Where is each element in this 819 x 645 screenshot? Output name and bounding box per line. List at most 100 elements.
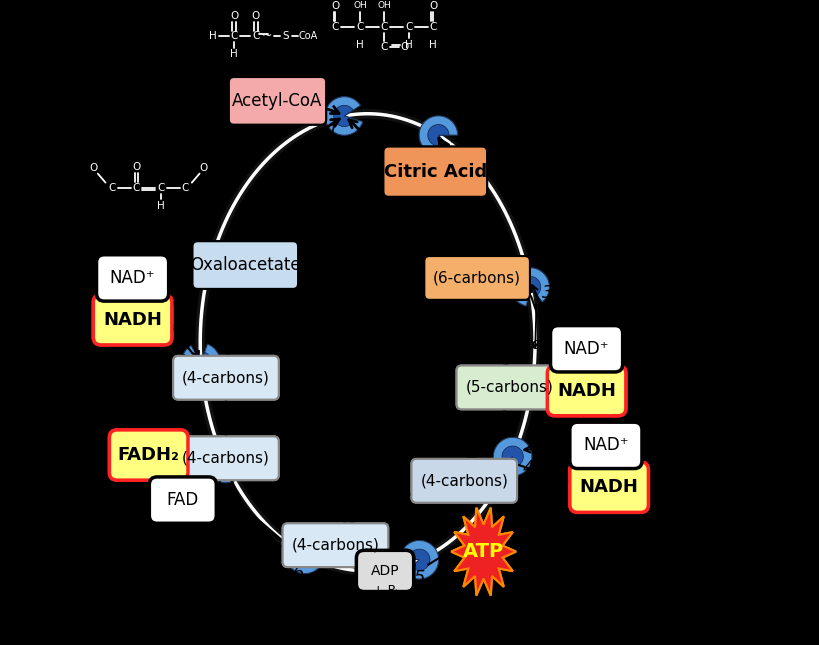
FancyBboxPatch shape (411, 459, 517, 502)
Text: NAD⁺: NAD⁺ (110, 269, 156, 287)
Wedge shape (215, 453, 236, 474)
FancyBboxPatch shape (192, 241, 298, 289)
Text: O: O (332, 1, 340, 11)
Text: C: C (405, 22, 413, 32)
Text: NADH: NADH (103, 311, 162, 329)
Text: C: C (182, 183, 189, 193)
FancyBboxPatch shape (550, 326, 622, 372)
Text: 5: 5 (414, 569, 425, 587)
Text: 1: 1 (326, 123, 337, 141)
Text: C: C (157, 183, 165, 193)
Text: OH: OH (353, 1, 367, 10)
Text: FADH₂: FADH₂ (118, 446, 179, 464)
Text: (5-carbons): (5-carbons) (465, 380, 554, 395)
FancyBboxPatch shape (97, 255, 169, 301)
Text: Oxaloacetate: Oxaloacetate (190, 256, 301, 274)
FancyBboxPatch shape (550, 326, 622, 372)
Text: C: C (252, 32, 260, 41)
Text: C: C (430, 22, 437, 32)
FancyBboxPatch shape (173, 356, 278, 400)
Text: Acetyl-CoA: Acetyl-CoA (233, 92, 323, 110)
Text: NAD⁺: NAD⁺ (583, 437, 629, 454)
FancyBboxPatch shape (547, 366, 626, 416)
Text: O: O (400, 43, 410, 52)
Text: (4-carbons): (4-carbons) (182, 370, 270, 385)
Text: NAD⁺: NAD⁺ (110, 269, 156, 287)
Text: C: C (133, 183, 140, 193)
Text: (4-carbons): (4-carbons) (182, 370, 270, 385)
Text: NADH: NADH (580, 478, 639, 496)
Text: NADH: NADH (557, 382, 616, 400)
Text: O: O (133, 162, 141, 172)
Text: 3: 3 (542, 284, 554, 303)
Text: O: O (90, 163, 98, 174)
Wedge shape (294, 544, 315, 565)
Text: CO₂: CO₂ (523, 339, 547, 352)
Text: Acetyl-CoA: Acetyl-CoA (233, 92, 323, 110)
Text: Citric Acid: Citric Acid (383, 163, 486, 181)
Text: H: H (356, 40, 364, 50)
FancyBboxPatch shape (192, 241, 298, 289)
Text: + Pᵢ: + Pᵢ (373, 584, 397, 597)
Text: NAD⁺: NAD⁺ (563, 340, 609, 358)
Polygon shape (451, 508, 516, 595)
Text: (4-carbons): (4-carbons) (292, 538, 379, 553)
Text: ADP: ADP (371, 564, 400, 578)
Text: O: O (199, 163, 207, 174)
FancyBboxPatch shape (356, 550, 414, 591)
Text: NAD⁺: NAD⁺ (563, 340, 609, 358)
Text: C: C (381, 43, 388, 52)
FancyBboxPatch shape (570, 422, 642, 468)
Wedge shape (206, 444, 245, 483)
Text: ATP: ATP (463, 542, 505, 561)
Text: CoA: CoA (299, 32, 318, 41)
Wedge shape (428, 124, 449, 146)
Text: OH: OH (378, 1, 391, 10)
Text: C: C (356, 22, 364, 32)
Text: (4-carbons): (4-carbons) (182, 451, 270, 466)
Text: C: C (231, 32, 238, 41)
Text: 4: 4 (523, 459, 535, 477)
Polygon shape (451, 508, 516, 595)
Text: C: C (332, 22, 339, 32)
FancyBboxPatch shape (97, 255, 169, 301)
Text: (4-carbons): (4-carbons) (420, 473, 508, 488)
Wedge shape (182, 344, 220, 382)
FancyBboxPatch shape (110, 430, 188, 480)
FancyBboxPatch shape (93, 295, 172, 345)
FancyBboxPatch shape (149, 477, 216, 523)
FancyBboxPatch shape (411, 459, 517, 502)
Text: O: O (230, 11, 238, 21)
Wedge shape (333, 105, 355, 126)
Text: FADH₂: FADH₂ (118, 446, 179, 464)
Wedge shape (493, 437, 532, 476)
FancyBboxPatch shape (93, 295, 172, 345)
Wedge shape (511, 268, 550, 306)
Text: + CO₂: + CO₂ (581, 526, 618, 539)
Text: C: C (108, 183, 115, 193)
FancyBboxPatch shape (383, 146, 487, 197)
Text: ATP: ATP (463, 542, 505, 561)
Text: (4-carbons): (4-carbons) (182, 451, 270, 466)
FancyBboxPatch shape (570, 462, 649, 512)
FancyBboxPatch shape (283, 523, 388, 567)
FancyBboxPatch shape (383, 146, 487, 197)
Text: FAD: FAD (167, 491, 199, 509)
Text: NADH: NADH (103, 311, 162, 329)
Text: C: C (381, 22, 388, 32)
Text: CO₂: CO₂ (523, 339, 547, 352)
Wedge shape (519, 277, 541, 297)
Text: 2: 2 (449, 139, 460, 157)
FancyBboxPatch shape (173, 437, 278, 480)
FancyBboxPatch shape (424, 256, 530, 300)
Text: H: H (405, 40, 413, 50)
Wedge shape (190, 352, 211, 373)
Text: (4-carbons): (4-carbons) (292, 538, 379, 553)
FancyBboxPatch shape (456, 366, 562, 410)
Text: Citric Acid: Citric Acid (383, 163, 486, 181)
FancyBboxPatch shape (173, 356, 278, 400)
FancyBboxPatch shape (570, 462, 649, 512)
FancyBboxPatch shape (424, 256, 530, 300)
Text: 6: 6 (292, 564, 304, 582)
Wedge shape (419, 116, 458, 154)
